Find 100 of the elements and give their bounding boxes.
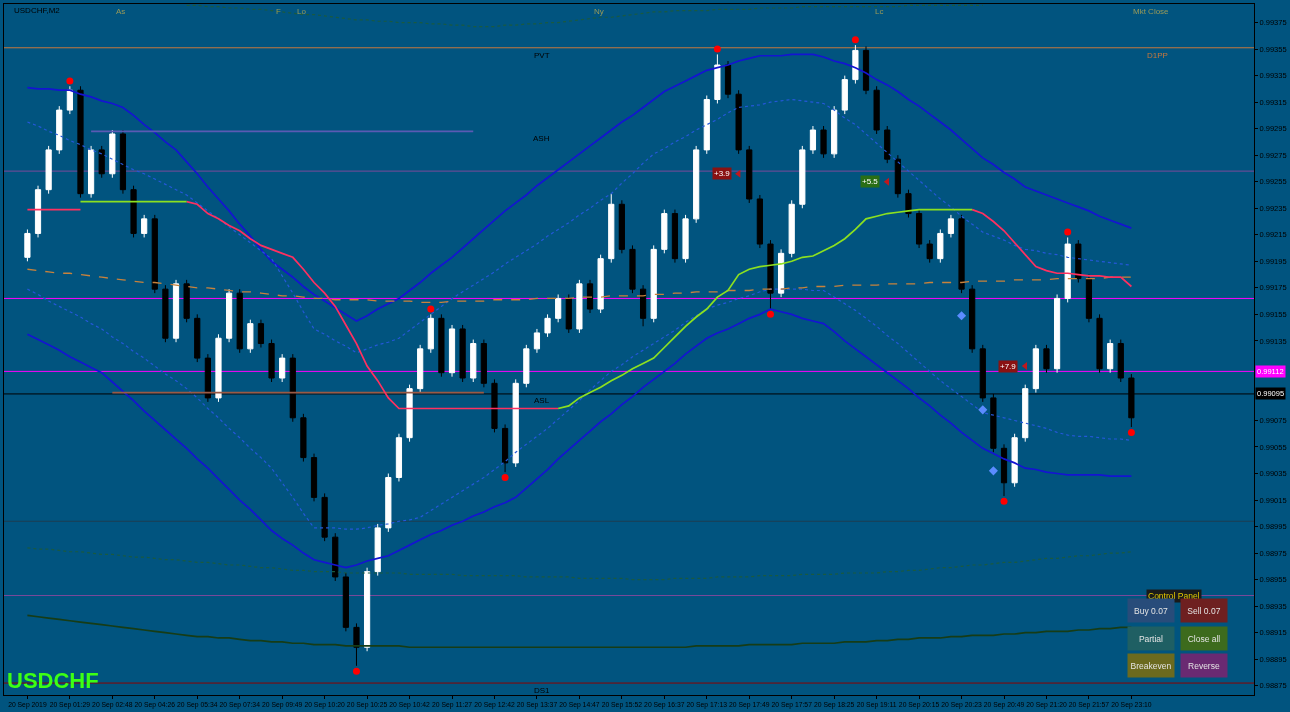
candlestick [183,279,190,323]
candlestick [56,105,63,155]
candlestick [470,339,477,383]
candlestick [448,324,456,378]
candlestick [565,293,572,334]
candlestick [310,453,318,502]
candlestick [1064,236,1071,303]
candlestick [141,214,148,238]
candlestick [714,53,721,104]
candlestick [24,228,31,262]
candlestick [109,129,116,179]
candlestick [501,423,509,473]
annotation: Breakeven [1130,660,1172,671]
candlestick [841,75,848,115]
candlestick [385,473,392,533]
annotation: DS1 [534,686,551,695]
candlestick [406,384,413,443]
candlestick [820,125,827,159]
text: Reverse [1188,660,1220,671]
line-series [26,53,1133,322]
candlestick [130,185,137,238]
candlestick [1032,344,1039,394]
candlestick [374,523,381,577]
candlestick [586,279,594,314]
point [427,305,435,313]
candlestick [671,209,679,264]
candlestick [724,60,732,99]
candlestick [321,492,328,542]
candlestick [873,85,880,135]
candlestick [926,239,933,264]
annotation: D1PP [1147,51,1168,60]
candlestick [618,199,625,254]
point [851,36,859,44]
text: ASH [533,134,550,143]
candlestick [576,279,583,334]
candlestick [98,145,105,179]
candlestick [756,194,763,249]
candlestick [332,532,339,582]
candlestick [363,567,371,652]
candlestick [809,125,817,155]
candlestick [1011,433,1018,488]
text: Control Panel [1148,591,1200,601]
annotation: Lc [875,7,884,16]
point [957,311,967,321]
candlestick [746,145,753,204]
candlestick [194,313,201,363]
candlestick [947,214,955,238]
candlestick [555,293,562,323]
candlestick [342,572,349,632]
candlestick [459,324,466,383]
line-series [26,308,1133,569]
candlestick [417,344,424,394]
candlestick [66,85,73,115]
candlestick [862,45,870,95]
candlestick [915,209,923,249]
line-series [26,288,1132,530]
candlestick [257,319,265,349]
annotation: USDCHF [7,668,99,693]
candlestick [512,378,519,468]
candlestick [1096,313,1103,374]
candlestick [1075,239,1082,284]
point [766,310,774,318]
candlestick [353,622,360,667]
candlestick [639,284,647,327]
candlestick [1117,339,1124,383]
candlestick [608,193,615,264]
candlestick [427,313,434,354]
point [988,466,998,476]
candlestick [236,288,243,354]
candlestick [151,214,158,294]
annotation: Lo [297,7,307,16]
candlestick [215,333,222,403]
point [978,405,988,415]
line-series [26,268,1133,304]
candlestick [268,339,275,383]
candlestick [88,145,95,199]
candlestick [831,105,838,159]
candlestick [544,313,551,338]
line-series [26,98,1132,354]
annotation: +3.9 [714,169,731,178]
line-series [186,4,984,28]
candlestick [395,433,403,482]
candlestick [682,214,689,264]
text: Close all [1187,633,1221,644]
candlestick [480,339,487,388]
text: Sell 0.07 [1187,605,1221,616]
candlestick [523,344,530,388]
point [66,77,74,85]
candlestick [969,284,976,354]
candlestick [703,95,710,155]
candlestick [1043,344,1050,374]
point [713,45,721,53]
annotation: As [116,7,126,16]
candlestick [597,254,604,314]
candlestick [1000,443,1008,497]
point [501,473,509,481]
annotation: Buy 0.07 [1134,605,1168,616]
candlestick [34,185,42,238]
chart-title: USDCHF,M2 [14,5,61,15]
candlestick [799,145,806,209]
